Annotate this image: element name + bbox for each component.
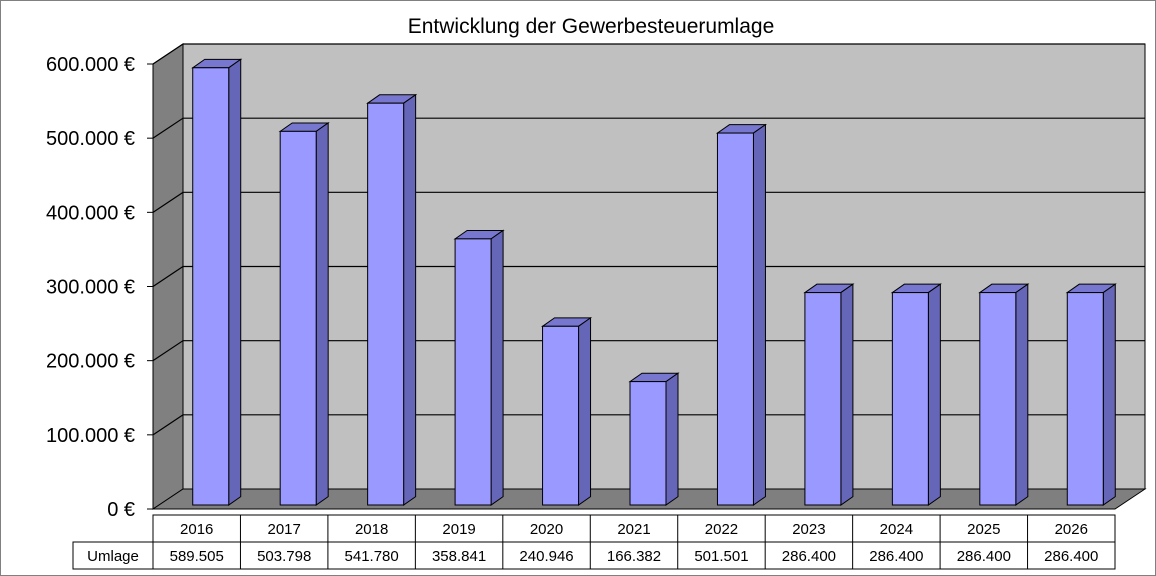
gridline	[152, 43, 1145, 65]
x-category-label: 2021	[617, 521, 650, 538]
table-series-name: Umlage	[87, 548, 139, 565]
y-tick-label: 100.000 €	[46, 425, 135, 447]
x-category-label: 2024	[880, 521, 913, 538]
chart-title: Entwicklung der Gewerbesteuerumlage	[408, 15, 775, 38]
bar	[367, 102, 405, 506]
x-category-label: 2019	[442, 521, 475, 538]
bar-side	[840, 283, 854, 506]
bar	[891, 292, 929, 506]
bar-side	[578, 316, 592, 506]
x-category-label: 2022	[705, 521, 738, 538]
table-value: 501.501	[694, 548, 748, 565]
bar-side	[927, 283, 941, 506]
bar	[716, 132, 754, 506]
y-tick-label: 500.000 €	[46, 128, 135, 150]
bar-side	[752, 123, 766, 506]
bar-side	[228, 58, 242, 506]
x-category-label: 2017	[267, 521, 300, 538]
bar	[279, 130, 317, 506]
table-value: 286.400	[1044, 548, 1098, 565]
bar	[1066, 292, 1104, 506]
bar	[804, 292, 842, 506]
bar-side	[315, 121, 329, 506]
x-category-label: 2018	[355, 521, 388, 538]
table-data-row	[72, 541, 1116, 570]
table-value: 286.400	[957, 548, 1011, 565]
x-category-label: 2025	[967, 521, 1000, 538]
x-category-label: 2026	[1055, 521, 1088, 538]
x-category-label: 2023	[792, 521, 825, 538]
gridline	[152, 117, 1145, 139]
y-tick-label: 300.000 €	[46, 277, 135, 299]
y-tick-label: 400.000 €	[46, 202, 135, 224]
table-value: 589.505	[170, 548, 224, 565]
y-tick-label: 200.000 €	[46, 351, 135, 373]
x-category-label: 2016	[180, 521, 213, 538]
table-value: 286.400	[869, 548, 923, 565]
bar-side	[1102, 283, 1116, 506]
gridline	[152, 265, 1145, 287]
table-value: 541.780	[345, 548, 399, 565]
table-value: 240.946	[519, 548, 573, 565]
table-header-row	[152, 514, 1116, 543]
table-value: 286.400	[782, 548, 836, 565]
bar	[542, 325, 580, 506]
bar	[192, 67, 230, 506]
bar-side	[490, 229, 504, 506]
table-value: 166.382	[607, 548, 661, 565]
bar-side	[403, 93, 417, 506]
bar	[629, 381, 667, 506]
table-value: 358.841	[432, 548, 486, 565]
x-category-label: 2020	[530, 521, 563, 538]
y-tick-label: 0 €	[107, 499, 135, 521]
table-value: 503.798	[257, 548, 311, 565]
bar	[979, 292, 1017, 506]
bar-side	[1015, 283, 1029, 506]
gridline	[152, 191, 1145, 213]
bar	[454, 238, 492, 506]
bar-side	[665, 372, 679, 506]
y-tick-label: 600.000 €	[46, 54, 135, 76]
